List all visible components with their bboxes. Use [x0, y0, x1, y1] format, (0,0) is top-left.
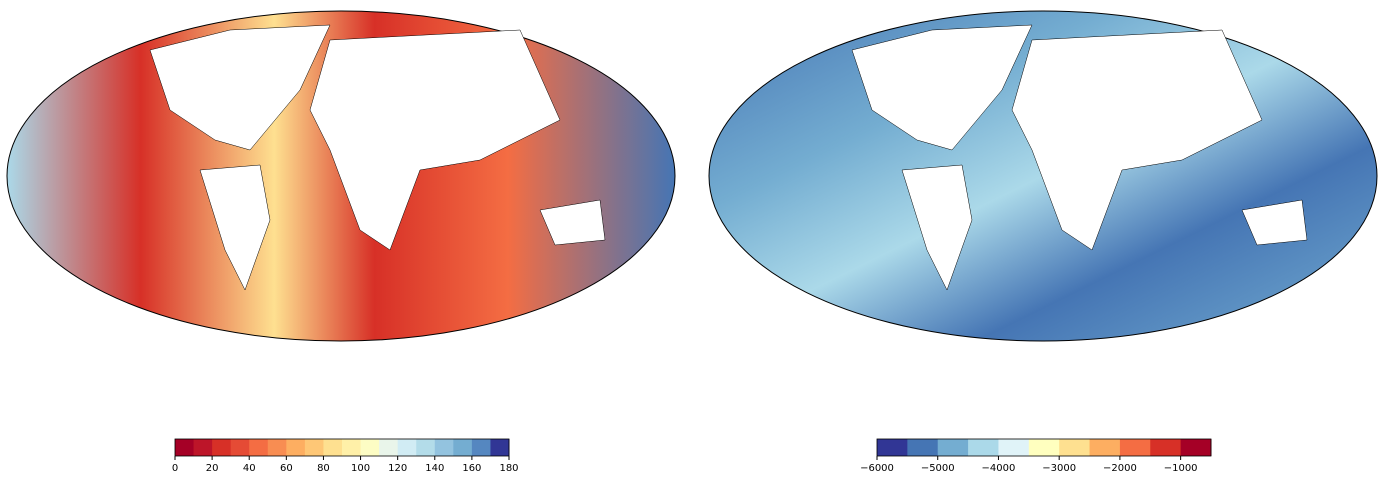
tick-label: 40 [243, 463, 256, 474]
tick-label: 140 [425, 463, 444, 474]
colorbar-bin [937, 439, 969, 456]
colorbar-bin [471, 439, 491, 456]
colorbar-bin [490, 439, 510, 456]
tick-label: −2000 [1103, 463, 1137, 474]
tick-label: 80 [317, 463, 330, 474]
tick-label: 0 [172, 463, 178, 474]
colorbar-bin [877, 439, 908, 456]
colorbar-bin [193, 439, 213, 456]
land [851, 24, 1033, 151]
colorbar-bin [1180, 439, 1212, 456]
colorbar-bin [397, 439, 417, 456]
colorbar-bin [360, 439, 380, 456]
land [1011, 29, 1263, 251]
colorbar-bin [434, 439, 454, 456]
tick-label: −4000 [982, 463, 1016, 474]
land [199, 164, 271, 291]
tick-label: 60 [280, 463, 293, 474]
tick-label: −3000 [1042, 463, 1076, 474]
colorbar-bin [304, 439, 324, 456]
land [539, 199, 606, 246]
colorbar-frame [174, 438, 510, 457]
colorbar-bin [1089, 439, 1121, 456]
colorbar-bin [249, 439, 269, 456]
map-left [6, 10, 676, 342]
colorbar-bin [286, 439, 306, 456]
colorbar-bin [379, 439, 399, 456]
tick-label: −5000 [921, 463, 955, 474]
tick-label: −1000 [1164, 463, 1198, 474]
tick-label: 120 [388, 463, 407, 474]
tick-label: 160 [462, 463, 481, 474]
colorbar-bin [323, 439, 343, 456]
colorbar-bin [175, 439, 195, 456]
colorbar-bin [230, 439, 250, 456]
colorbar-bin [1119, 439, 1151, 456]
colorbar-bin [968, 439, 999, 456]
colorbar-bin [998, 439, 1030, 456]
colorbar-bin [1150, 439, 1182, 456]
land [901, 164, 973, 291]
tick-label: 100 [351, 463, 370, 474]
tick-label: −6000 [860, 463, 894, 474]
tick-label: 20 [206, 463, 219, 474]
colorbar-bin [1028, 439, 1060, 456]
colorbar-bin [342, 439, 362, 456]
colorbar-bin [267, 439, 287, 456]
land [309, 29, 561, 251]
land [1241, 199, 1308, 246]
map-right [708, 10, 1378, 342]
tick-label: 180 [499, 463, 518, 474]
colorbar-bin [907, 439, 939, 456]
colorbar-bin [453, 439, 473, 456]
colorbar-frame [876, 438, 1212, 457]
colorbar-bin [212, 439, 232, 456]
land [149, 24, 331, 151]
colorbar-bin [1059, 439, 1091, 456]
colorbar-bin [416, 439, 436, 456]
